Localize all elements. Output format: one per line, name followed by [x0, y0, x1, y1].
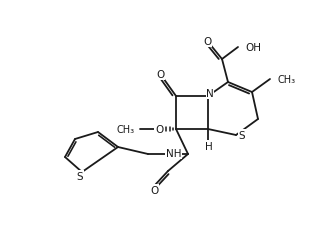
Text: S: S	[239, 130, 245, 140]
Text: H: H	[205, 141, 213, 151]
Text: O: O	[156, 70, 164, 80]
Text: CH₃: CH₃	[117, 124, 135, 134]
Text: S: S	[77, 171, 83, 181]
Text: O: O	[150, 185, 158, 195]
Text: NH: NH	[165, 148, 181, 158]
Text: OH: OH	[245, 43, 261, 53]
Text: CH₃: CH₃	[277, 75, 295, 85]
Text: N: N	[206, 89, 214, 99]
Text: O: O	[203, 37, 211, 47]
Text: O: O	[155, 124, 163, 134]
